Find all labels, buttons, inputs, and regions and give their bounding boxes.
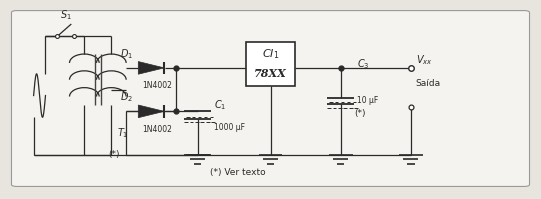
Text: $S_1$: $S_1$ xyxy=(60,9,71,22)
Text: 10 μF: 10 μF xyxy=(357,96,378,105)
Polygon shape xyxy=(138,105,164,118)
FancyBboxPatch shape xyxy=(11,11,530,186)
Text: $D_2$: $D_2$ xyxy=(120,91,133,104)
Text: 1N4002: 1N4002 xyxy=(143,81,173,90)
Text: 1N4002: 1N4002 xyxy=(143,125,173,134)
Text: $C_1$: $C_1$ xyxy=(214,99,226,112)
Text: (*): (*) xyxy=(108,150,120,159)
Text: (*): (*) xyxy=(354,109,366,118)
Text: (*) Ver texto: (*) Ver texto xyxy=(210,168,266,177)
Bar xyxy=(246,42,295,86)
Text: $T_1$: $T_1$ xyxy=(117,126,128,140)
Text: $D_1$: $D_1$ xyxy=(120,47,133,61)
Polygon shape xyxy=(138,61,164,74)
Text: $CI_1$: $CI_1$ xyxy=(262,47,279,61)
Text: 1000 μF: 1000 μF xyxy=(214,123,245,132)
Text: Saída: Saída xyxy=(415,79,440,88)
Text: $C_3$: $C_3$ xyxy=(357,57,370,71)
Text: $V_{xx}$: $V_{xx}$ xyxy=(416,53,433,67)
Text: 78XX: 78XX xyxy=(254,68,287,79)
